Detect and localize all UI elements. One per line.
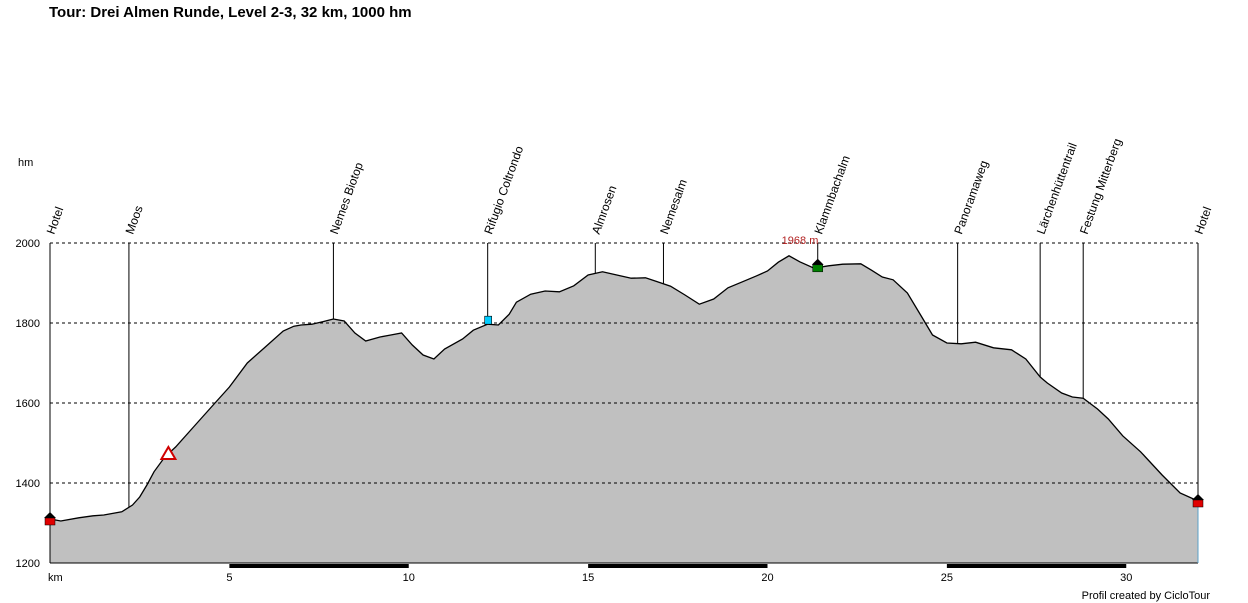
km-band xyxy=(946,564,1127,568)
waypoint-label: Klammbachalm xyxy=(811,154,852,237)
x-axis-label: km xyxy=(48,572,63,584)
y-tick-label: 1400 xyxy=(16,478,40,490)
elevation-area xyxy=(50,255,1198,564)
y-tick-label: 1800 xyxy=(16,318,40,330)
mug-icon xyxy=(484,315,492,325)
y-tick-label: 1200 xyxy=(16,558,40,570)
waypoint-label: Panoramaweg xyxy=(951,159,991,237)
green-house-icon xyxy=(812,264,823,273)
peak-label: 1968 m xyxy=(782,235,819,247)
roof-icon xyxy=(1192,494,1204,500)
x-tick-label: 25 xyxy=(941,572,953,584)
chart-title: Tour: Drei Almen Runde, Level 2-3, 32 km… xyxy=(49,4,412,21)
y-tick-label: 1600 xyxy=(16,398,40,410)
y-axis-label: hm xyxy=(18,157,33,169)
roof-icon xyxy=(44,512,56,518)
x-tick-label: 5 xyxy=(226,572,232,584)
elevation-line xyxy=(49,255,1199,522)
roof-icon xyxy=(811,258,824,265)
waypoint-label: Hotel xyxy=(1192,205,1215,236)
km-band xyxy=(229,564,409,568)
red-house-icon xyxy=(1192,499,1204,508)
waypoint-label: Almrosen xyxy=(589,184,619,236)
credit-text: Profil created by CicloTour xyxy=(1081,590,1210,602)
waypoint-label: Rifugio Coltrondo xyxy=(481,144,526,236)
x-tick-label: 20 xyxy=(761,572,773,584)
waypoint-label: Moos xyxy=(123,204,146,236)
waypoint-label: Lärchenhüttentrail xyxy=(1034,141,1080,236)
warning-triangle-icon xyxy=(159,445,178,460)
x-tick-label: 15 xyxy=(582,572,594,584)
waypoint-label: Nemesalm xyxy=(657,177,690,236)
waypoint-label: Nemes Biotop xyxy=(327,160,366,236)
y-tick-label: 2000 xyxy=(16,238,40,250)
waypoint-label: Festung Mitterberg xyxy=(1077,137,1125,236)
km-band xyxy=(588,564,768,568)
red-house-icon xyxy=(44,517,56,526)
waypoint-label: Hotel xyxy=(44,205,67,236)
x-tick-label: 30 xyxy=(1120,572,1132,584)
x-tick-label: 10 xyxy=(403,572,415,584)
